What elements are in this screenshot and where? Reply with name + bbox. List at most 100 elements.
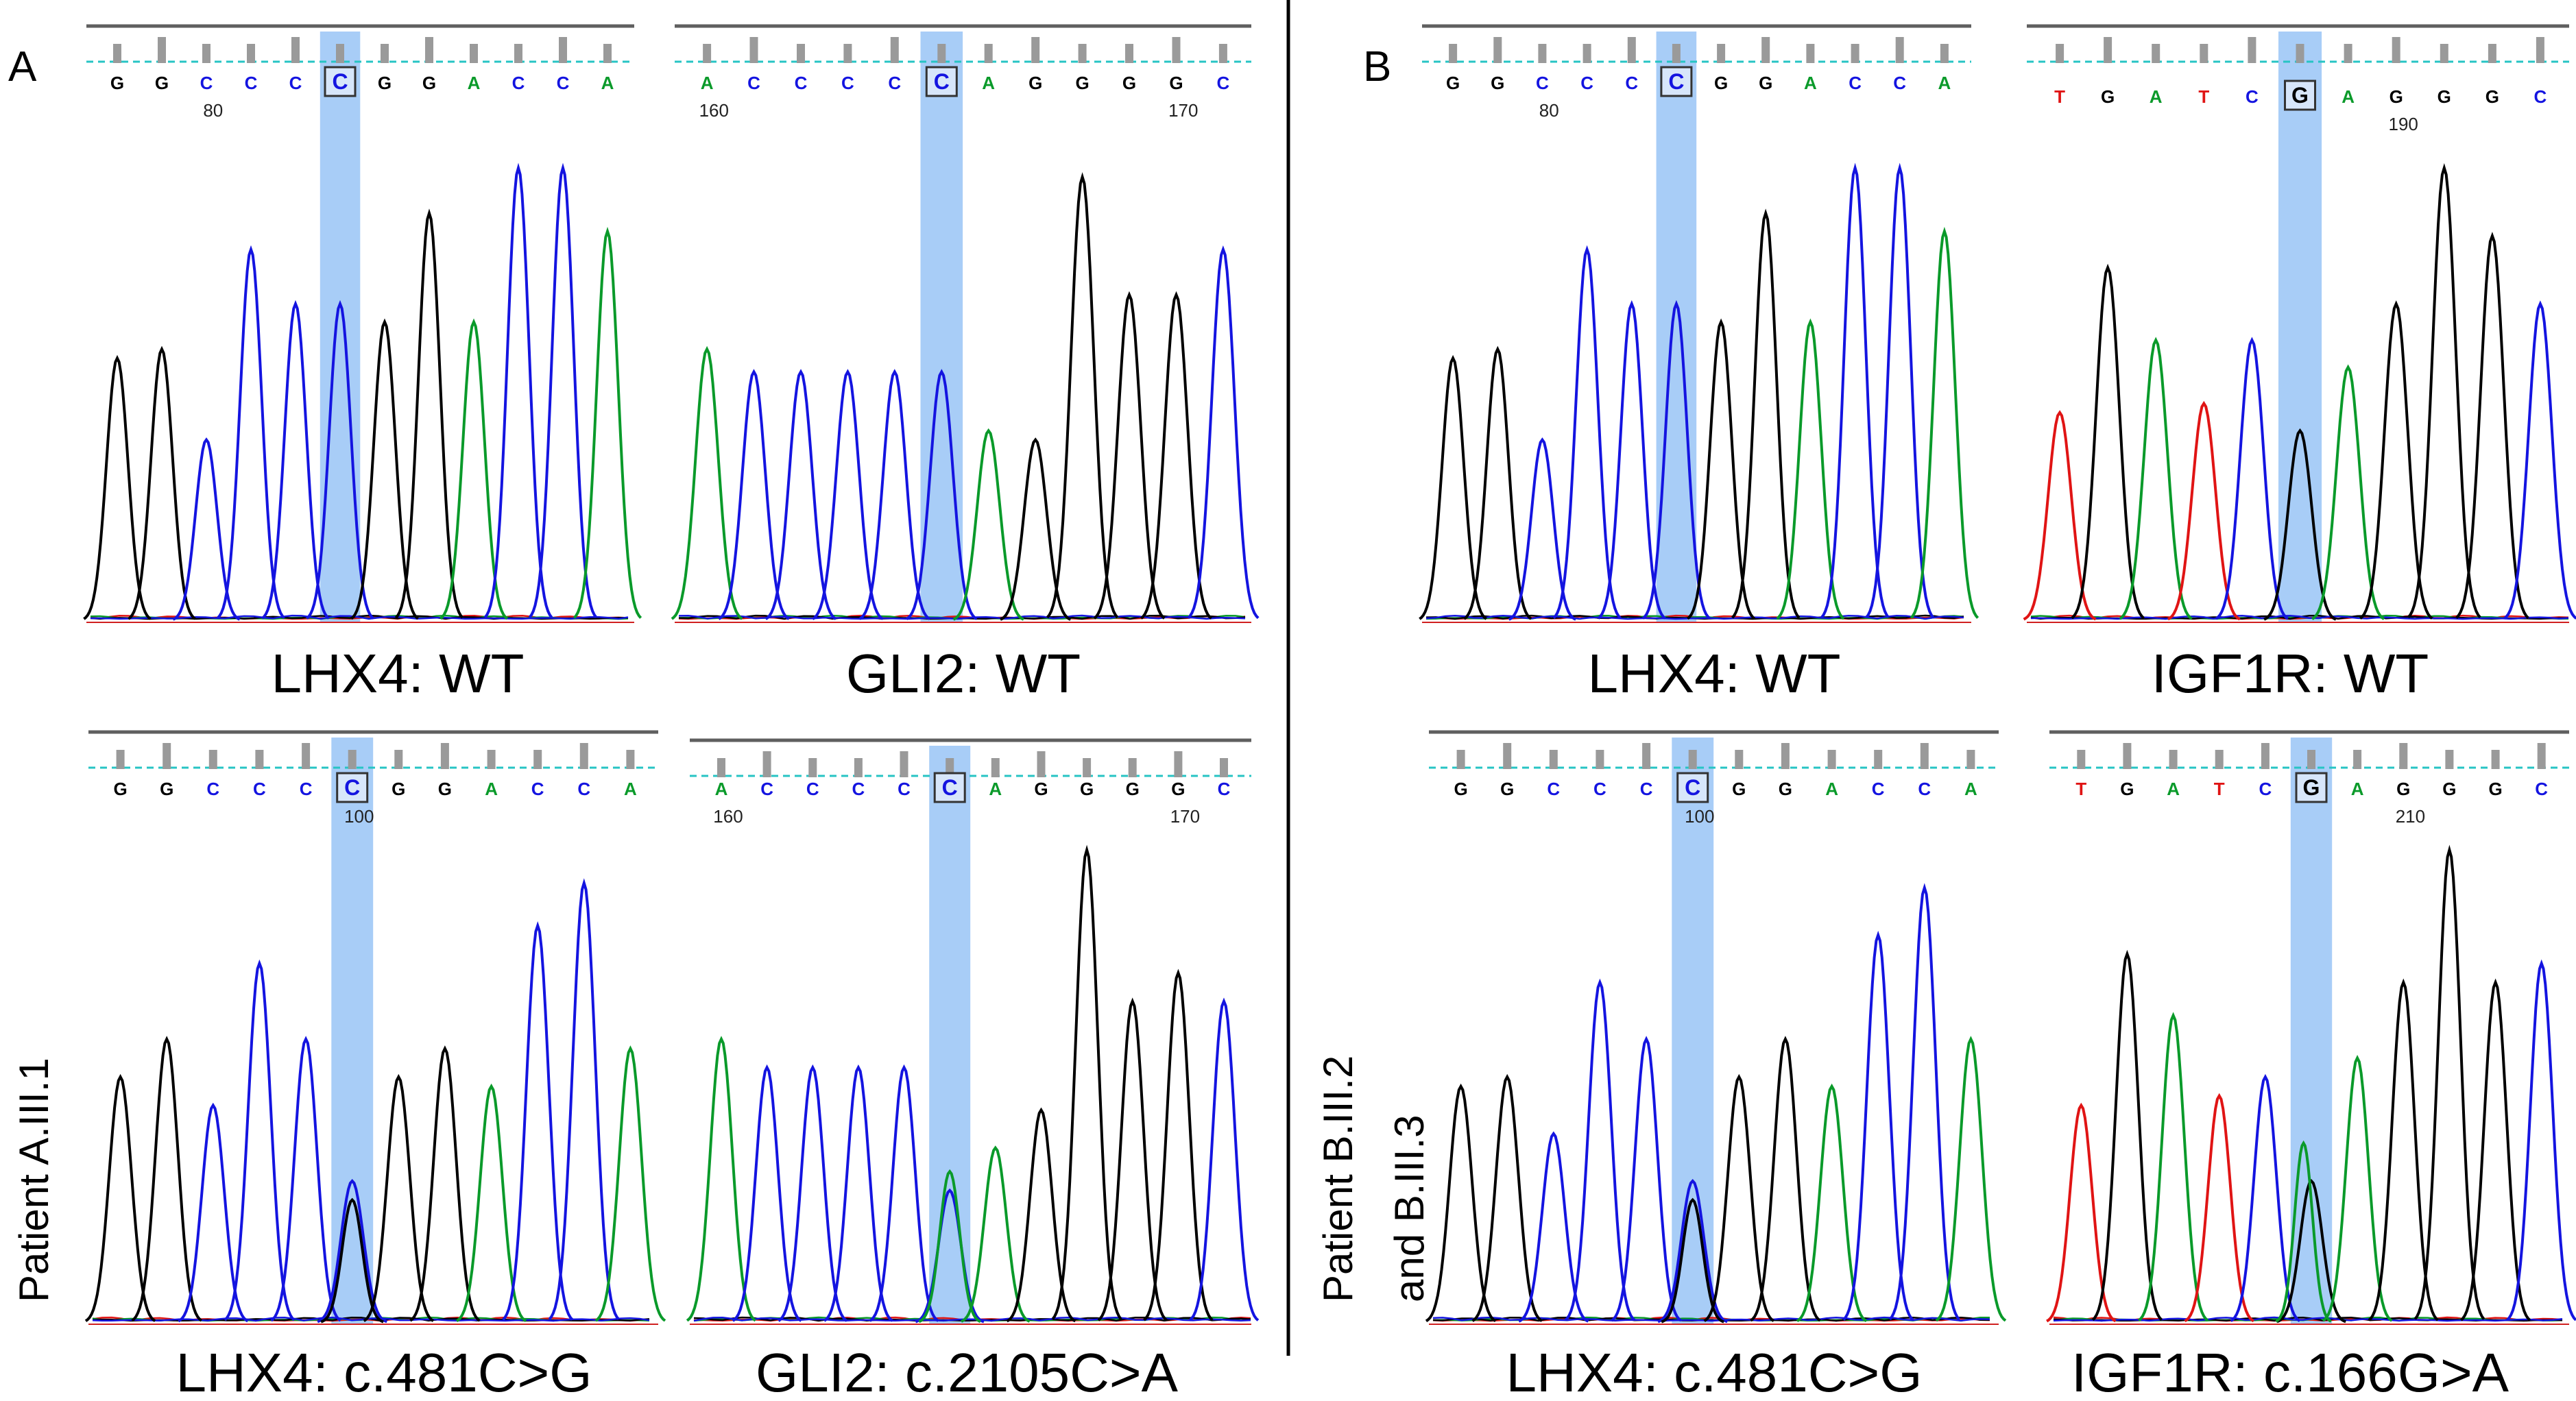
base-call: G	[1075, 73, 1089, 93]
base-call: C	[206, 779, 219, 799]
base-call: C	[289, 73, 302, 93]
quality-bar	[890, 37, 899, 63]
base-call: C	[1849, 73, 1862, 93]
quality-bar	[1083, 758, 1092, 777]
trace-caption: IGF1R: WT	[2152, 643, 2429, 704]
quality-bar	[1582, 44, 1591, 63]
peak-A	[2119, 337, 2193, 620]
peak-C	[1657, 1179, 1729, 1324]
base-call: G	[2101, 86, 2115, 107]
quality-bar	[762, 751, 771, 777]
base-call: C	[1547, 779, 1560, 799]
base-call: C	[1668, 69, 1684, 94]
base-call: C	[245, 73, 258, 93]
base-call: C	[300, 779, 313, 799]
variant-base-box	[925, 66, 958, 97]
quality-bar	[1761, 37, 1770, 63]
quality-bar	[1456, 750, 1465, 769]
trace-caption: IGF1R: c.166G>A	[2071, 1342, 2509, 1401]
quality-bar	[2169, 750, 2178, 769]
quality-bar	[2440, 44, 2448, 63]
baseline-noise-trace	[91, 614, 629, 620]
peak-A	[594, 1045, 666, 1322]
base-call: C	[332, 69, 348, 94]
base-call: G	[1122, 73, 1136, 93]
variant-highlight	[2290, 738, 2333, 1324]
peak-G	[131, 1036, 203, 1322]
peak-C	[2506, 959, 2576, 1321]
base-call: G	[1454, 779, 1467, 799]
base-call: T	[2198, 86, 2209, 107]
quality-bar	[1717, 44, 1726, 63]
quality-bar	[2353, 750, 2362, 769]
base-call: G	[422, 73, 436, 93]
trace-caption: LHX4: WT	[1588, 643, 1841, 704]
base-call: A	[485, 779, 498, 799]
base-call: G	[1171, 779, 1185, 799]
base-call: G	[2442, 779, 2456, 799]
baseline-noise-trace	[1425, 614, 1964, 620]
base-call: G	[1080, 779, 1094, 799]
patient-label-b-line1: Patient B.III.2	[1315, 1056, 1361, 1302]
trace-caption: LHX4: c.481C>G	[1506, 1342, 1923, 1401]
base-call: G	[1500, 779, 1514, 799]
base-call: G	[2396, 779, 2410, 799]
trace-panel-a-top-left: G G C C C C G G A C C A 80 LHX4: WT	[83, 24, 642, 704]
quality-bar	[1549, 750, 1558, 769]
variant-base-box	[2295, 772, 2328, 803]
quality-bar	[703, 44, 712, 63]
base-call: T	[2214, 779, 2225, 799]
quality-bar	[1688, 750, 1697, 769]
peak-G	[2276, 1179, 2346, 1324]
quality-bar	[2200, 44, 2208, 63]
peak-G	[2414, 844, 2485, 1320]
quality-bar	[2215, 750, 2224, 769]
trace-caption: GLI2: c.2105C>A	[756, 1342, 1179, 1401]
base-call: G	[378, 73, 392, 93]
trace-panel-b-top-right: T G A T C G A G G G C 190 IGF1R: WT	[2023, 24, 2576, 704]
quality-bar	[1827, 750, 1836, 769]
position-label: 80	[1539, 100, 1559, 121]
quality-bar	[797, 44, 805, 63]
quality-bar	[348, 750, 357, 769]
quality-bar	[1449, 44, 1458, 63]
quality-bar	[247, 44, 255, 63]
base-call: C	[1217, 73, 1230, 93]
quality-bar	[2307, 750, 2315, 769]
quality-bar	[394, 750, 403, 769]
base-call: C	[1872, 779, 1885, 799]
base-call: C	[806, 779, 819, 799]
position-label: 160	[713, 806, 743, 827]
quality-bar	[202, 44, 210, 63]
quality-bar	[1538, 44, 1547, 63]
quality-bar	[1031, 37, 1040, 63]
quality-bar	[1174, 751, 1183, 777]
base-call: A	[2167, 779, 2180, 799]
quality-bar	[1128, 758, 1137, 777]
peak-G	[1463, 345, 1532, 620]
quality-bar	[2056, 44, 2065, 63]
base-call: C	[200, 73, 213, 93]
base-call: G	[110, 73, 124, 93]
base-call: A	[715, 779, 728, 799]
peak-G	[2359, 300, 2433, 620]
peak-C	[2215, 337, 2289, 620]
base-call: C	[1593, 779, 1606, 799]
quality-bar	[302, 743, 311, 769]
peak-C	[1187, 245, 1260, 620]
quality-bar	[1672, 44, 1681, 63]
variant-base-box	[324, 66, 357, 97]
quality-bar	[533, 750, 542, 769]
variant-base-box	[933, 772, 966, 803]
quality-bar	[208, 750, 217, 769]
quality-bar	[854, 758, 863, 777]
base-call: A	[468, 73, 481, 93]
base-call: G	[2120, 779, 2134, 799]
baseline-noise-trace	[693, 1316, 1251, 1322]
quality-bar	[749, 37, 758, 63]
base-call: G	[1028, 73, 1042, 93]
peak-C	[548, 878, 620, 1321]
peak-C	[270, 1036, 341, 1322]
peak-C	[1888, 883, 1960, 1321]
base-call: A	[624, 779, 637, 799]
